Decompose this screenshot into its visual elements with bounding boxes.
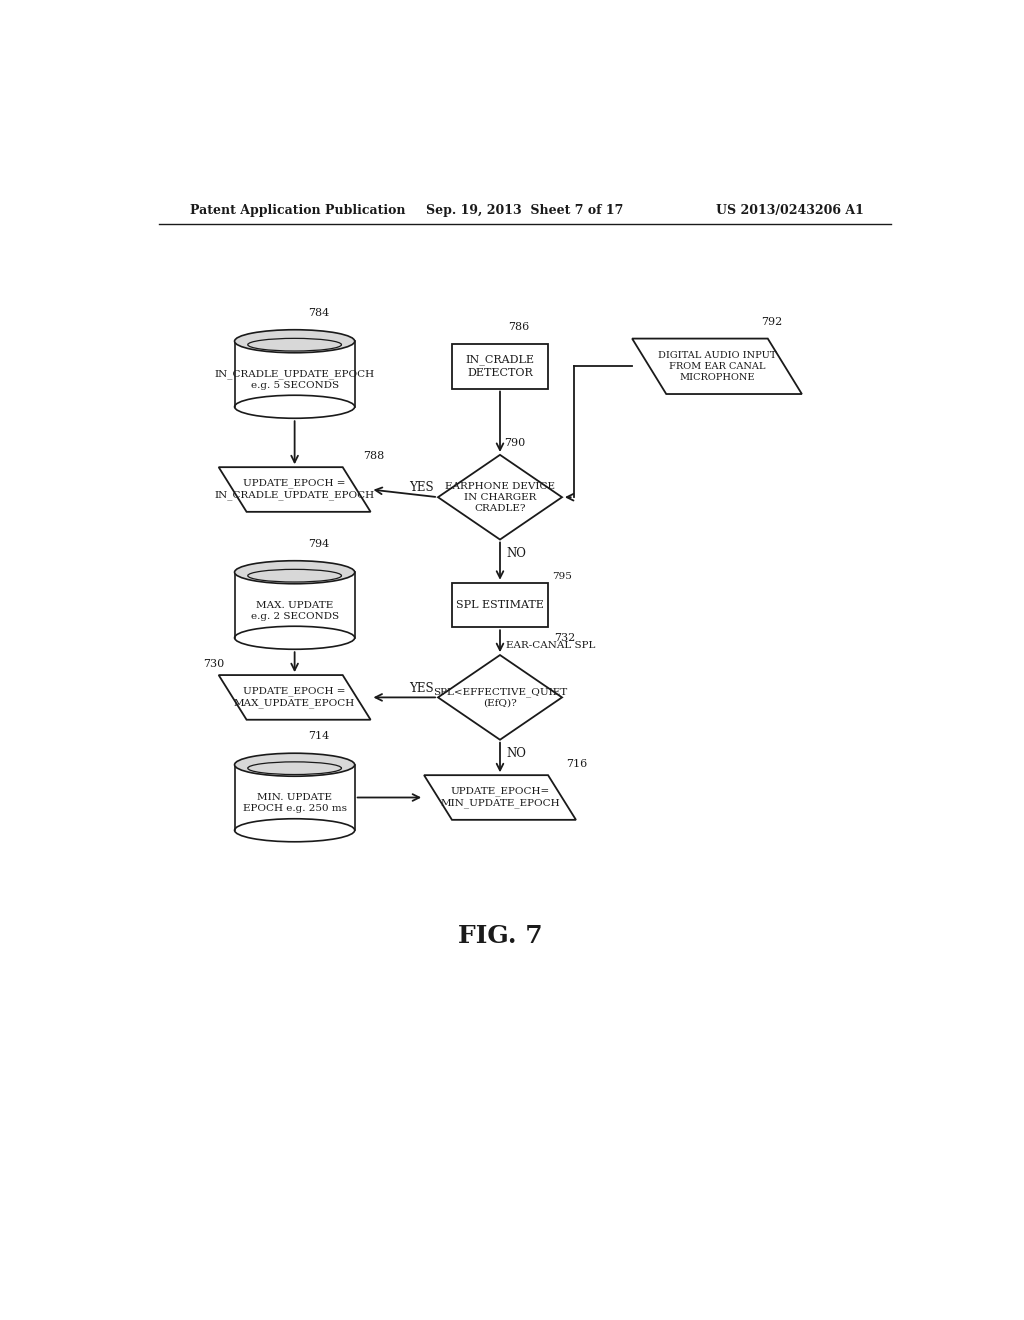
Text: UPDATE_EPOCH =
IN_CRADLE_UPDATE_EPOCH: UPDATE_EPOCH = IN_CRADLE_UPDATE_EPOCH — [215, 479, 375, 500]
Text: 795: 795 — [552, 572, 572, 581]
Text: YES: YES — [410, 681, 434, 694]
Text: UPDATE_EPOCH =
MAX_UPDATE_EPOCH: UPDATE_EPOCH = MAX_UPDATE_EPOCH — [234, 686, 355, 708]
Ellipse shape — [234, 395, 354, 418]
Text: IN_CRADLE_UPDATE_EPOCH
e.g. 5 SECONDS: IN_CRADLE_UPDATE_EPOCH e.g. 5 SECONDS — [215, 370, 375, 391]
Text: US 2013/0243206 A1: US 2013/0243206 A1 — [717, 205, 864, 218]
Bar — [234, 342, 354, 407]
Bar — [234, 764, 354, 830]
Text: 730: 730 — [203, 659, 224, 668]
Ellipse shape — [234, 754, 354, 776]
Text: MIN. UPDATE
EPOCH e.g. 250 ms: MIN. UPDATE EPOCH e.g. 250 ms — [243, 793, 347, 813]
Bar — [452, 582, 549, 627]
Text: 786: 786 — [508, 322, 529, 333]
Polygon shape — [632, 339, 802, 395]
Text: Sep. 19, 2013  Sheet 7 of 17: Sep. 19, 2013 Sheet 7 of 17 — [426, 205, 624, 218]
Text: FIG. 7: FIG. 7 — [458, 924, 543, 948]
Text: 788: 788 — [362, 450, 384, 461]
Text: SPL ESTIMATE: SPL ESTIMATE — [456, 601, 544, 610]
Text: 792: 792 — [762, 317, 782, 326]
Text: 716: 716 — [566, 759, 587, 768]
Ellipse shape — [234, 818, 354, 842]
Polygon shape — [438, 655, 562, 739]
Ellipse shape — [234, 561, 354, 583]
Polygon shape — [438, 455, 562, 540]
Text: 784: 784 — [308, 308, 330, 318]
Bar — [234, 573, 354, 638]
Text: SPL<EFFECTIVE_QUIET
(EfQ)?: SPL<EFFECTIVE_QUIET (EfQ)? — [433, 686, 567, 708]
Ellipse shape — [234, 626, 354, 649]
Text: EARPHONE DEVICE
IN CHARGER
CRADLE?: EARPHONE DEVICE IN CHARGER CRADLE? — [445, 482, 555, 512]
Text: EAR-CANAL SPL: EAR-CANAL SPL — [506, 640, 596, 649]
Polygon shape — [424, 775, 575, 820]
Ellipse shape — [234, 330, 354, 352]
Polygon shape — [219, 467, 371, 512]
Text: Patent Application Publication: Patent Application Publication — [190, 205, 406, 218]
Bar — [452, 345, 549, 388]
Polygon shape — [219, 675, 371, 719]
Text: DIGITAL AUDIO INPUT
FROM EAR CANAL
MICROPHONE: DIGITAL AUDIO INPUT FROM EAR CANAL MICRO… — [657, 351, 776, 381]
Text: NO: NO — [506, 546, 526, 560]
Text: MAX. UPDATE
e.g. 2 SECONDS: MAX. UPDATE e.g. 2 SECONDS — [251, 601, 339, 620]
Text: 794: 794 — [308, 539, 330, 549]
Text: 790: 790 — [504, 438, 525, 449]
Text: 732: 732 — [554, 634, 575, 643]
Text: YES: YES — [410, 482, 434, 495]
Text: UPDATE_EPOCH=
MIN_UPDATE_EPOCH: UPDATE_EPOCH= MIN_UPDATE_EPOCH — [440, 787, 560, 808]
Text: 714: 714 — [308, 731, 330, 742]
Text: IN_CRADLE
DETECTOR: IN_CRADLE DETECTOR — [466, 355, 535, 378]
Text: NO: NO — [506, 747, 526, 760]
